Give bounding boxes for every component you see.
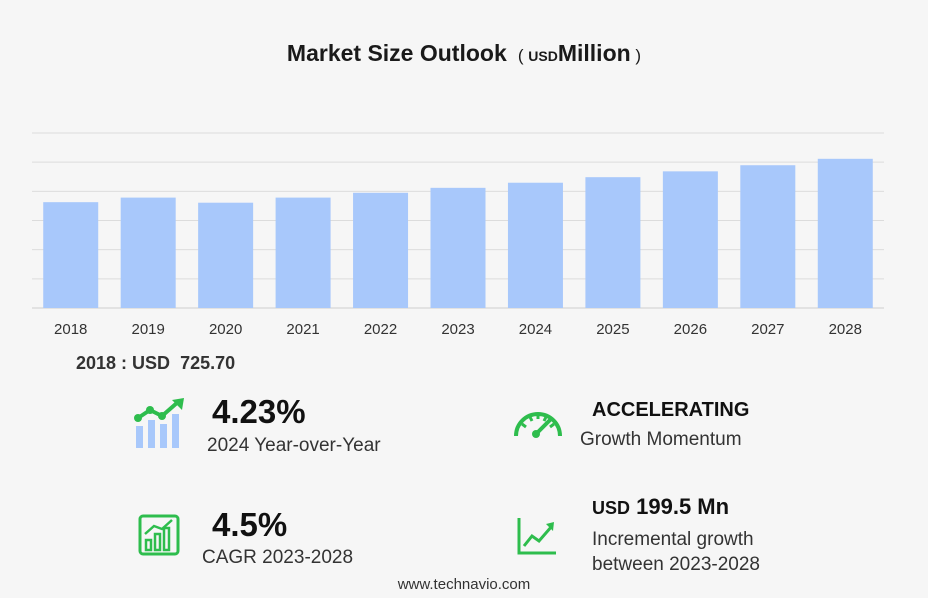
bar-2021 [275,197,331,308]
x-tick-label: 2020 [209,321,242,338]
bar-growth-icon [138,514,180,556]
bar-2019 [120,197,176,308]
x-tick-label: 2027 [751,321,784,338]
x-tick-label: 2022 [364,321,397,338]
base-year-label: 2018 : USD [76,353,171,373]
growth-chart-icon [134,398,184,448]
bar-2024 [507,182,563,308]
bar-2027 [740,165,796,308]
bar-2026 [662,171,718,308]
cagr-value: 4.5% [212,506,288,543]
base-year-number: 725.70 [180,353,236,373]
incremental-value: USD 199.5 Mn [592,494,729,520]
footer-url: www.technavio.com [397,576,531,593]
bar-2018 [43,202,99,308]
incremental-label-line2: between 2023-2028 [592,554,760,575]
x-tick-label: 2026 [674,321,707,338]
incremental-currency: USD [592,498,631,518]
bar-2020 [198,202,254,308]
cagr-label: CAGR 2023-2028 [202,547,354,568]
trend-line-icon [517,518,556,555]
chart-title-unit: ( USDMillion ) [513,40,642,66]
bar-chart: 2018 2019 2020 2021 2022 2023 2024 2025 2026 2027… [32,132,884,338]
bar-2025 [585,177,641,308]
x-tick-label: 2018 [54,321,87,338]
bar-2028 [817,158,873,308]
chart-title-close-paren: ) [635,46,642,65]
yoy-value: 4.23% [212,393,306,430]
x-tick-label: 2019 [131,321,164,338]
momentum-value: ACCELERATING [592,399,750,421]
base-year-value: 2018 : USD 725.70 [76,353,235,374]
chart-title-open-paren: ( [517,46,524,65]
bar-2023 [430,187,486,308]
chart-title-unit-word: Million [557,40,631,66]
chart-title-currency: USD [528,48,558,64]
chart-title: Market Size Outlook ( USDMillion ) [0,40,928,67]
chart-title-main: Market Size Outlook [286,40,507,66]
speedometer-icon [514,412,562,438]
momentum-label: Growth Momentum [580,429,742,450]
bar-2022 [353,192,409,308]
yoy-label: 2024 Year-over-Year [207,435,381,456]
incremental-label-line1: Incremental growth [592,529,754,550]
incremental-amount: 199.5 Mn [636,494,730,519]
x-tick-label: 2025 [596,321,629,338]
x-tick-label: 2023 [441,321,474,338]
x-tick-label: 2028 [829,321,862,338]
x-tick-label: 2021 [286,321,319,338]
x-tick-label: 2024 [519,321,552,338]
